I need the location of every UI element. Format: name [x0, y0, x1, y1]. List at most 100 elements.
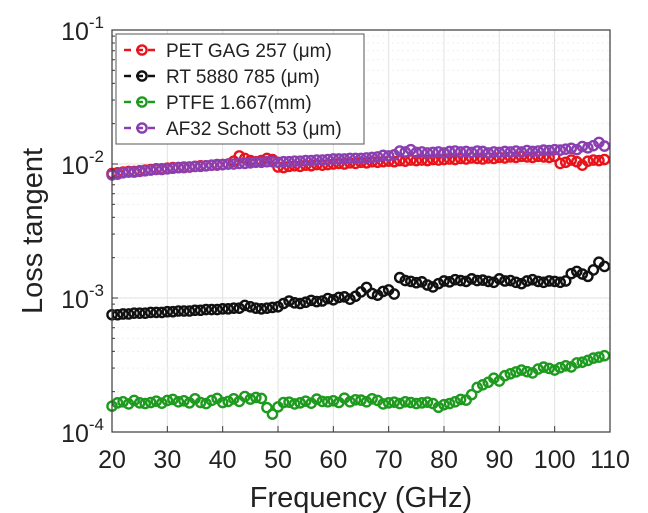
data-point: [515, 364, 528, 376]
data-point: [299, 395, 312, 407]
data-point: [410, 397, 423, 410]
data-point: [233, 157, 246, 170]
data-point: [178, 161, 190, 174]
data-point: [482, 275, 495, 288]
data-point: [554, 157, 567, 170]
data-point: [294, 155, 306, 167]
data-point: [388, 396, 401, 408]
data-point: [133, 165, 146, 178]
data-point: [427, 146, 439, 159]
data-point: [128, 394, 140, 407]
x-axis-label: Frequency (GHz): [250, 482, 472, 513]
data-point: [559, 359, 572, 372]
data-point: [238, 390, 251, 403]
legend-items: PET GAG 257 (μm) RT 5880 785 (μm) PTFE 1.6…: [124, 41, 342, 140]
data-point: [222, 303, 234, 315]
data-point: [349, 152, 362, 165]
data-point: [482, 147, 495, 159]
data-point: [587, 264, 600, 276]
data-point: [144, 306, 157, 319]
data-point: [216, 396, 229, 409]
data-point: [532, 145, 544, 157]
data-point: [333, 291, 345, 304]
data-point: [465, 273, 478, 285]
data-point: [233, 150, 246, 162]
data-point: [310, 393, 323, 405]
data-point: [399, 146, 412, 158]
data-point: [593, 351, 605, 363]
data-point: [404, 154, 417, 166]
legend-label: RT 5880 785 (μm): [166, 67, 320, 88]
data-point: [255, 303, 268, 315]
data-point: [471, 274, 484, 287]
data-point: [161, 394, 174, 407]
data-point: [449, 273, 461, 286]
data-point: [111, 168, 124, 180]
data-point: [144, 396, 157, 409]
data-point: [338, 153, 351, 165]
data-point: [510, 276, 522, 289]
data-point: [277, 396, 290, 409]
data-point: [227, 158, 240, 170]
data-point: [299, 296, 312, 309]
data-point: [443, 397, 456, 410]
data-point: [128, 307, 140, 320]
data-point: [582, 142, 594, 154]
data-point: [421, 279, 434, 291]
y-tick-label: 10-4: [61, 415, 104, 448]
data-point: [122, 308, 135, 320]
data-point: [277, 155, 290, 168]
data-point: [388, 288, 401, 300]
x-tick-label: 100: [534, 446, 576, 474]
data-point: [399, 274, 412, 287]
data-point: [432, 146, 445, 158]
data-point: [316, 395, 329, 408]
data-point: [493, 146, 506, 159]
data-point: [266, 301, 279, 314]
series-2: [106, 256, 611, 321]
data-point: [155, 163, 168, 176]
data-series-group: [106, 136, 611, 420]
data-point: [155, 306, 168, 319]
data-point: [382, 150, 395, 162]
x-tick-label: 70: [375, 446, 403, 474]
data-point: [189, 160, 201, 173]
data-point: [183, 305, 196, 317]
data-point: [598, 153, 611, 166]
data-point: [598, 140, 611, 152]
data-point: [310, 295, 323, 308]
data-point: [443, 145, 456, 158]
data-point: [294, 397, 306, 409]
data-point: [122, 166, 135, 178]
data-point: [548, 364, 561, 376]
data-point: [576, 268, 589, 280]
data-point: [327, 394, 340, 407]
data-point: [404, 143, 417, 156]
data-point: [200, 159, 212, 172]
legend-box: [115, 33, 365, 145]
data-point: [321, 396, 334, 408]
data-point: [167, 162, 179, 175]
data-point: [438, 147, 450, 159]
data-point: [167, 305, 179, 318]
data-point: [404, 275, 417, 288]
data-point: [183, 161, 196, 173]
data-point: [288, 297, 301, 309]
data-point: [161, 305, 174, 318]
data-point: [172, 161, 185, 174]
legend-item: AF32 Schott 53 (μm): [124, 119, 342, 140]
data-point: [216, 158, 229, 171]
data-point: [244, 393, 257, 405]
data-point: [487, 146, 500, 158]
data-point: [178, 305, 190, 317]
data-point: [537, 276, 550, 289]
data-point: [576, 140, 589, 153]
data-point: [582, 155, 594, 167]
data-point: [167, 393, 179, 406]
legend-label: AF32 Schott 53 (μm): [166, 119, 342, 140]
data-point: [554, 276, 567, 289]
x-tick-label: 80: [430, 446, 458, 474]
data-point: [117, 396, 129, 408]
data-point: [211, 159, 223, 171]
